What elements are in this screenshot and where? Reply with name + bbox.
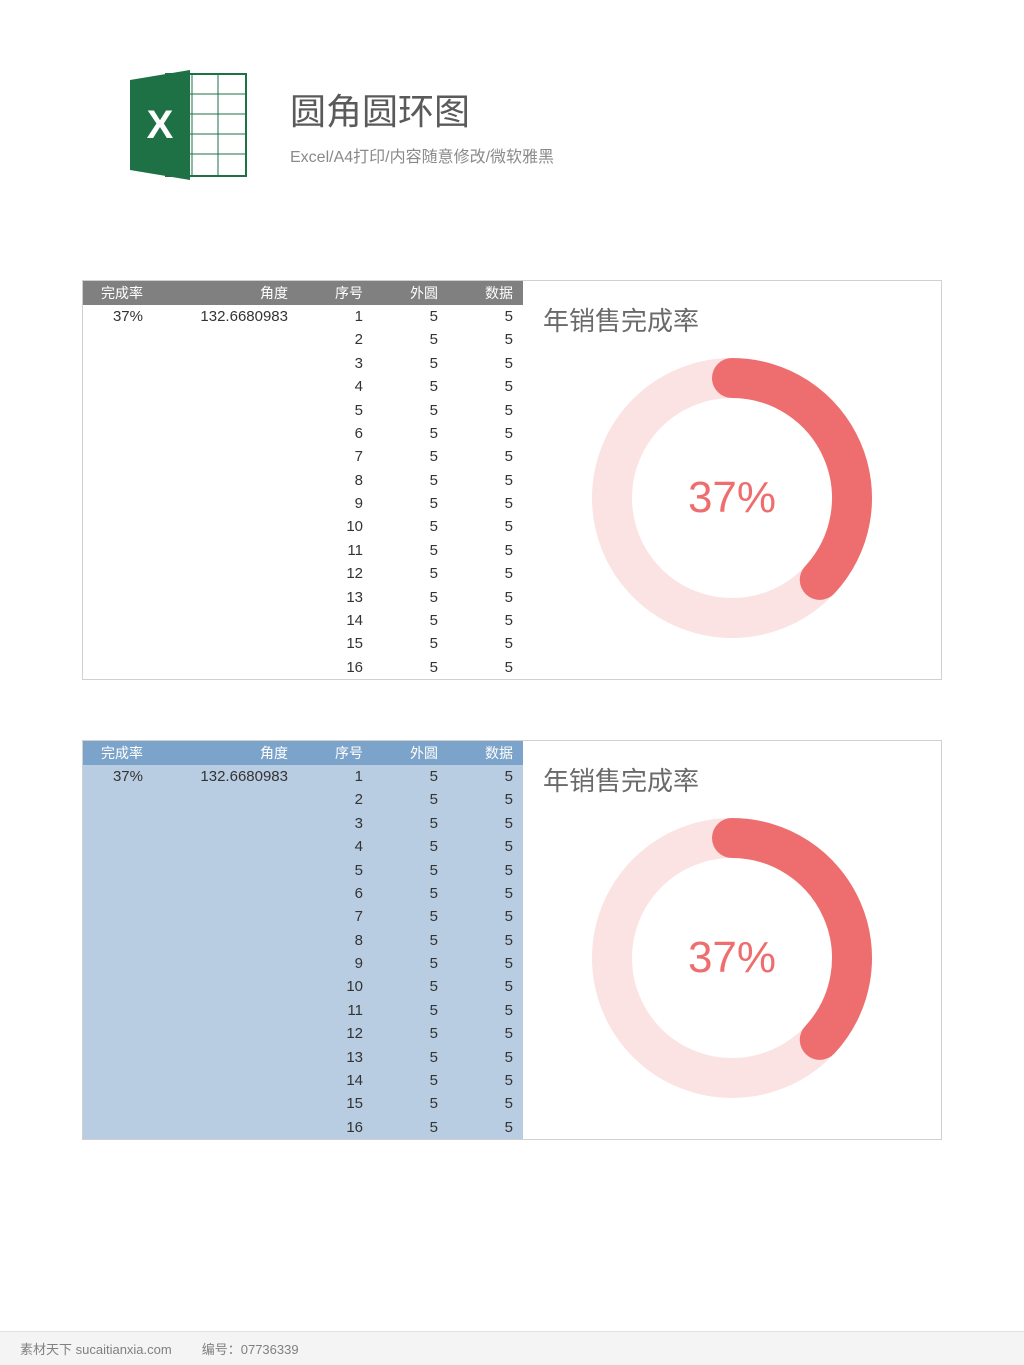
table-row: 955	[83, 952, 523, 975]
page-header: X 圆角圆环图 Excel/A4打印/内容随意修改/微软雅黑	[0, 0, 1024, 180]
column-header: 数据	[448, 283, 523, 303]
table-row: 1255	[83, 562, 523, 585]
footer-id: 编号：07736339	[202, 1339, 299, 1358]
table-row: 1155	[83, 999, 523, 1022]
table-row: 1155	[83, 539, 523, 562]
chart-title: 年销售完成率	[543, 761, 921, 798]
table-row: 955	[83, 492, 523, 515]
table-row: 1355	[83, 1045, 523, 1068]
table-row: 455	[83, 375, 523, 398]
column-header: 序号	[298, 743, 373, 763]
chart-title: 年销售完成率	[543, 301, 921, 338]
table-row: 1655	[83, 656, 523, 679]
table-row: 37%132.6680983155	[83, 765, 523, 788]
page-subtitle: Excel/A4打印/内容随意修改/微软雅黑	[290, 143, 554, 167]
donut-percent-label: 37%	[688, 933, 776, 983]
table-row: 1055	[83, 975, 523, 998]
panel-blue: 完成率角度序号外圆数据37%132.6680983155255355455555…	[82, 740, 942, 1140]
table-row: 655	[83, 882, 523, 905]
donut-chart: 37%	[582, 808, 882, 1108]
table-row: 1055	[83, 515, 523, 538]
table-row: 1455	[83, 1069, 523, 1092]
title-block: 圆角圆环图 Excel/A4打印/内容随意修改/微软雅黑	[290, 83, 554, 167]
table-row: 555	[83, 398, 523, 421]
column-header: 完成率	[83, 283, 153, 303]
column-header: 完成率	[83, 743, 153, 763]
table-row: 1255	[83, 1022, 523, 1045]
page-footer: 素材天下 sucaitianxia.com 编号：07736339	[0, 1331, 1024, 1365]
column-header: 角度	[153, 743, 298, 763]
table-row: 255	[83, 328, 523, 351]
table-row: 1555	[83, 632, 523, 655]
data-table: 完成率角度序号外圆数据37%132.6680983155255355455555…	[83, 741, 523, 1139]
table-row: 1355	[83, 585, 523, 608]
table-row: 755	[83, 905, 523, 928]
table-row: 855	[83, 929, 523, 952]
table-row: 1455	[83, 609, 523, 632]
column-header: 序号	[298, 283, 373, 303]
data-table: 完成率角度序号外圆数据37%132.6680983155255355455555…	[83, 281, 523, 679]
excel-icon: X	[130, 70, 250, 180]
chart-region: 年销售完成率 37%	[523, 281, 941, 679]
table-row: 555	[83, 858, 523, 881]
table-row: 255	[83, 788, 523, 811]
column-header: 角度	[153, 283, 298, 303]
page-title: 圆角圆环图	[290, 83, 554, 135]
table-row: 655	[83, 422, 523, 445]
table-row: 355	[83, 352, 523, 375]
table-row: 855	[83, 469, 523, 492]
table-row: 37%132.6680983155	[83, 305, 523, 328]
table-row: 1655	[83, 1116, 523, 1139]
svg-text:X: X	[147, 103, 174, 147]
footer-site: 素材天下 sucaitianxia.com	[20, 1339, 172, 1358]
table-row: 455	[83, 835, 523, 858]
panel-white: 完成率角度序号外圆数据37%132.6680983155255355455555…	[82, 280, 942, 680]
column-header: 数据	[448, 743, 523, 763]
column-header: 外圆	[373, 743, 448, 763]
chart-region: 年销售完成率 37%	[523, 741, 941, 1139]
table-row: 755	[83, 445, 523, 468]
table-row: 355	[83, 812, 523, 835]
donut-percent-label: 37%	[688, 473, 776, 523]
donut-chart: 37%	[582, 348, 882, 648]
column-header: 外圆	[373, 283, 448, 303]
table-row: 1555	[83, 1092, 523, 1115]
